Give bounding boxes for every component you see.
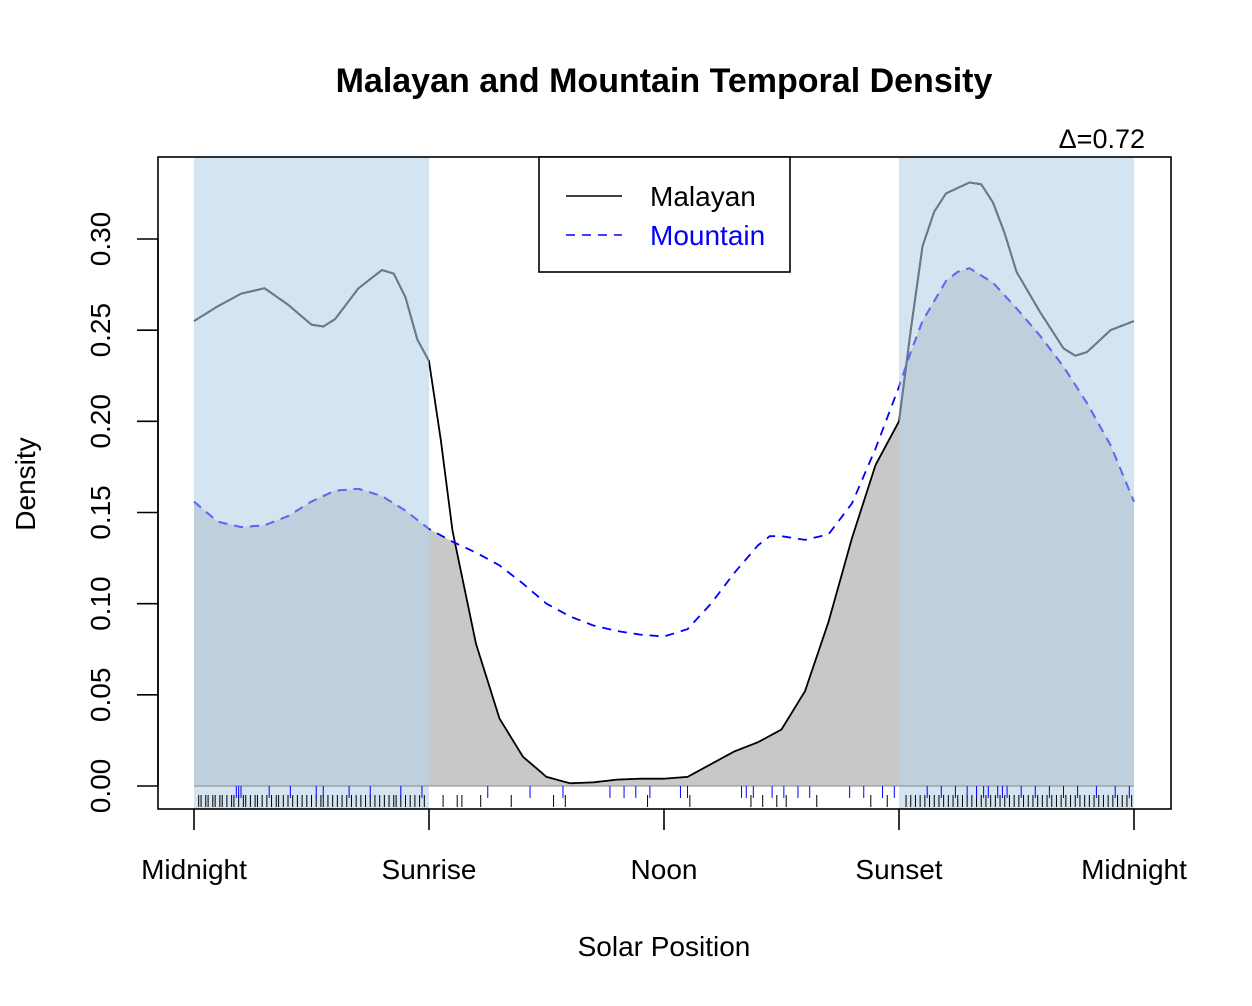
- y-tick-label-2: 0.10: [85, 576, 116, 631]
- x-axis: Midnight Sunrise Noon Sunset Midnight: [141, 809, 1187, 885]
- rug-marks: [198, 786, 1133, 807]
- y-tick-label-4: 0.20: [85, 394, 116, 449]
- overlap-fill-night: [194, 268, 1134, 786]
- y-axis: 0.00 0.05 0.10 0.15 0.20 0.25 0.30: [85, 212, 159, 814]
- x-axis-title: Solar Position: [578, 931, 751, 962]
- y-tick-label-3: 0.15: [85, 485, 116, 540]
- legend-mountain-label: Mountain: [650, 220, 765, 251]
- overlap-annotation: Δ=0.72: [1059, 124, 1145, 154]
- x-tick-label-3: Sunset: [855, 854, 942, 885]
- legend-malayan-label: Malayan: [650, 181, 756, 212]
- x-tick-label-1: Sunrise: [382, 854, 477, 885]
- y-tick-label-5: 0.25: [85, 303, 116, 358]
- overlap-area: [194, 268, 1134, 786]
- x-tick-label-2: Noon: [631, 854, 698, 885]
- y-tick-label-0: 0.00: [85, 759, 116, 814]
- legend: Malayan Mountain: [538, 156, 791, 273]
- chart-title: Malayan and Mountain Temporal Density: [336, 62, 993, 100]
- density-lines: [193, 181, 1135, 785]
- y-axis-title: Density: [10, 437, 41, 530]
- x-tick-label-4: Midnight: [1081, 854, 1187, 885]
- x-tick-label-0: Midnight: [141, 854, 247, 885]
- legend-box: [538, 156, 791, 273]
- y-tick-label-1: 0.05: [85, 668, 116, 723]
- y-tick-label-6: 0.30: [85, 212, 116, 267]
